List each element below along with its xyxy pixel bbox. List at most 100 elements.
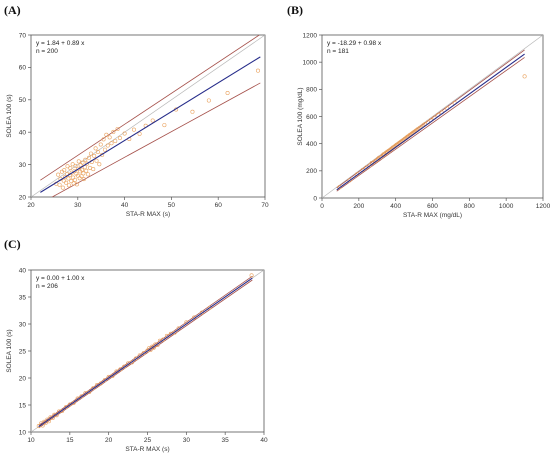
y-tick-label: 60	[19, 65, 27, 72]
data-point	[62, 168, 67, 173]
data-point	[80, 167, 85, 172]
data-point	[95, 149, 100, 154]
data-point	[137, 131, 142, 136]
x-tick-label: 600	[427, 203, 438, 210]
x-tick-label: 1000	[499, 203, 514, 210]
y-tick-label: 40	[19, 267, 27, 274]
data-point	[57, 182, 62, 187]
data-point	[105, 143, 110, 148]
y-tick-label: 0	[313, 195, 317, 202]
data-point	[104, 132, 109, 137]
x-tick-label: 35	[222, 437, 230, 444]
y-axis-label: SOLEA 100 (s)	[6, 329, 13, 372]
data-point	[113, 138, 118, 143]
data-point	[79, 174, 84, 179]
data-point	[76, 166, 81, 171]
ci-lower-line	[38, 279, 253, 429]
x-tick-label: 50	[168, 202, 176, 209]
x-tick-label: 1200	[536, 203, 550, 210]
data-point	[72, 177, 77, 182]
data-point	[207, 305, 212, 310]
y-tick-label: 200	[306, 168, 317, 175]
data-point	[64, 180, 69, 185]
data-point	[131, 127, 136, 132]
data-point	[225, 90, 230, 95]
data-point	[85, 161, 90, 166]
x-tick-label: 40	[260, 437, 268, 444]
data-point	[72, 169, 77, 174]
data-point	[255, 68, 260, 73]
data-point	[83, 157, 88, 162]
regression-equation: y = 1.84 + 0.89 x	[36, 40, 85, 47]
x-tick-label: 40	[121, 202, 129, 209]
x-tick-label: 20	[105, 437, 113, 444]
y-tick-label: 1200	[303, 32, 318, 39]
data-point	[115, 126, 120, 131]
x-tick-label: 10	[27, 437, 35, 444]
data-point	[60, 185, 65, 190]
chart-panel-1: (A) 20 30 40 50 60 70 20 30 40 50 60 70 STA-R MAX (s)…	[4, 3, 269, 218]
sample-size-label: n = 181	[327, 48, 349, 55]
x-axis-label: STA-R MAX (s)	[126, 211, 170, 218]
chart-panel-3: (C) 10 15 20 25 30 35 40 10 15 20 25 30 35 40 STA-R MAX…	[4, 237, 268, 453]
x-tick-label: 200	[353, 203, 364, 210]
x-tick-label: 15	[66, 437, 74, 444]
x-axis-label: STA-R MAX (s)	[125, 446, 169, 453]
data-point	[68, 166, 73, 171]
x-tick-label: 400	[390, 203, 401, 210]
y-tick-label: 25	[19, 348, 27, 355]
y-axis-label: SOLEA 100 (s)	[6, 94, 13, 137]
data-point	[111, 129, 116, 134]
x-axis-label: STA-R MAX (mg/dL)	[403, 212, 462, 219]
y-tick-label: 800	[306, 87, 317, 94]
data-point	[98, 142, 103, 147]
x-tick-label: 20	[27, 202, 35, 209]
data-point	[66, 176, 71, 181]
data-point	[87, 165, 92, 170]
data-point	[122, 131, 127, 136]
data-point	[94, 158, 99, 163]
y-tick-label: 35	[19, 294, 27, 301]
y-tick-label: 50	[19, 97, 27, 104]
x-tick-label: 30	[183, 437, 191, 444]
x-tick-label: 70	[261, 202, 269, 209]
regression-equation: y = -18.29 + 0.98 x	[327, 40, 382, 47]
regression-line	[40, 56, 261, 193]
data-point	[69, 179, 74, 184]
y-axis-label: SOLEA 100 (mg/dL)	[297, 87, 304, 145]
x-tick-label: 25	[144, 437, 152, 444]
y-tick-label: 10	[19, 429, 27, 436]
sample-size-label: n = 206	[36, 283, 58, 290]
data-point	[98, 381, 103, 386]
data-point	[56, 172, 61, 177]
x-tick-label: 30	[74, 202, 82, 209]
ci-lower-line	[336, 57, 525, 192]
data-point	[88, 151, 93, 156]
data-point	[91, 167, 96, 172]
data-point	[73, 163, 78, 168]
y-tick-label: 1000	[303, 59, 318, 66]
data-point	[93, 146, 98, 151]
data-point	[97, 162, 102, 167]
data-point	[76, 159, 81, 164]
x-tick-label: 0	[320, 203, 324, 210]
y-tick-label: 15	[19, 402, 27, 409]
panel-label: (C)	[4, 237, 21, 251]
data-point	[107, 135, 112, 140]
data-point	[61, 178, 66, 183]
regression-equation: y = 0.00 + 1.00 x	[36, 275, 85, 282]
panel-label: (B)	[287, 3, 303, 17]
data-point	[206, 98, 211, 103]
regression-line	[38, 277, 253, 428]
data-point	[522, 74, 527, 79]
data-point	[150, 118, 155, 123]
data-point	[63, 174, 68, 179]
data-point	[162, 123, 167, 128]
data-point	[86, 172, 91, 177]
data-point	[101, 137, 106, 142]
data-point	[87, 155, 92, 160]
data-point	[84, 168, 89, 173]
data-point	[80, 160, 85, 165]
data-point	[92, 153, 97, 158]
